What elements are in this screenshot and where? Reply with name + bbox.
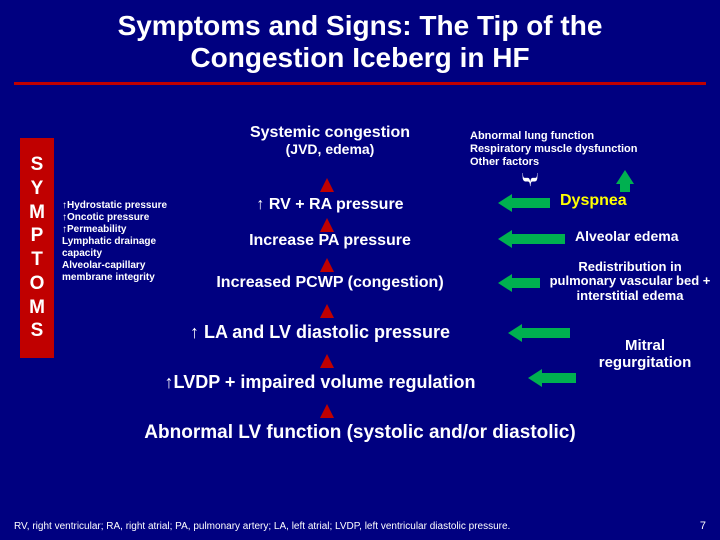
symptoms-letter: T: [20, 248, 54, 272]
title-rule: [14, 82, 706, 85]
symptoms-letter: P: [20, 224, 54, 248]
diagram-stage: SYMPTOMS ↑Hydrostatic pressure↑Oncotic p…: [0, 110, 720, 490]
arrow-up-icon: [320, 218, 334, 232]
right-mitral: Mitral regurgitation: [580, 338, 710, 371]
arrow-up-icon: [320, 178, 334, 192]
flow-pcwp: Increased PCWP (congestion): [140, 274, 520, 292]
flow-abn-lv: Abnormal LV function (systolic and/or di…: [40, 422, 680, 444]
page-number: 7: [700, 520, 706, 532]
arrow-left-icon: [510, 234, 565, 244]
flow-systemic-title: Systemic congestion: [150, 124, 510, 142]
page-title: Symptoms and Signs: The Tip of the Conge…: [0, 0, 720, 80]
arrow-left-icon: [540, 373, 576, 383]
symptoms-letter: O: [20, 272, 54, 296]
symptoms-letter: S: [20, 153, 54, 177]
right-alveolar-edema: Alveolar edema: [575, 228, 679, 244]
flow-systemic: Systemic congestion (JVD, edema): [150, 124, 510, 157]
flow-systemic-sub: (JVD, edema): [150, 142, 510, 157]
flow-pa: Increase PA pressure: [150, 232, 510, 250]
arrow-left-icon: [520, 328, 570, 338]
symptoms-vertical: SYMPTOMS: [20, 138, 54, 358]
arrow-up-icon: [320, 304, 334, 318]
arrow-up-green-icon: [620, 182, 630, 192]
arrow-up-icon: [320, 404, 334, 418]
symptoms-letter: M: [20, 201, 54, 225]
symptoms-letter: M: [20, 296, 54, 320]
flow-la-lv: ↑ LA and LV diastolic pressure: [100, 322, 540, 343]
footer-abbrev: RV, right ventricular; RA, right atrial;…: [14, 521, 690, 532]
right-dyspnea: Dyspnea: [560, 192, 627, 210]
symptoms-letter: Y: [20, 177, 54, 201]
flow-rv-ra: ↑ RV + RA pressure: [150, 196, 510, 214]
symptoms-letter: S: [20, 319, 54, 343]
arrow-left-icon: [510, 278, 540, 288]
flow-lvdp: ↑LVDP + impaired volume regulation: [80, 372, 560, 393]
arrow-left-icon: [510, 198, 550, 208]
right-redistribution: Redistribution in pulmonary vascular bed…: [545, 260, 715, 303]
arrow-up-icon: [320, 354, 334, 368]
brace-icon: }: [520, 169, 540, 190]
arrow-up-icon: [320, 258, 334, 272]
right-abn-lung: Abnormal lung functionRespiratory muscle…: [470, 130, 700, 170]
